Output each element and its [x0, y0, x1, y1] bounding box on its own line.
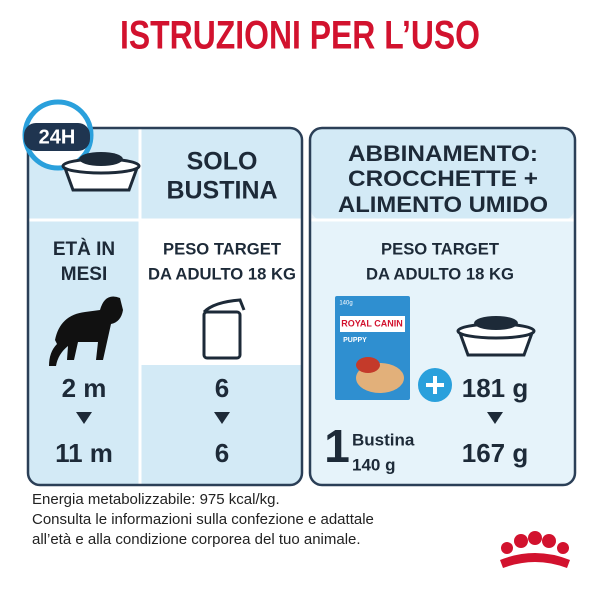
dry-amount: 167 g [462, 438, 529, 468]
right-header: CROCCHETTE + [348, 166, 538, 191]
weight-header: DA ADULTO 18 KG [148, 264, 296, 283]
bowl-icon [61, 152, 141, 192]
title: ISTRUZIONI PER L’USO [120, 14, 480, 58]
arrow [487, 412, 503, 424]
pouch-icon [202, 298, 246, 360]
footer-line: all’età e alla condizione corporea del t… [32, 531, 361, 548]
crown-logo [500, 531, 570, 568]
pouch-brand: ROYAL CANIN [341, 318, 403, 328]
weight-header: PESO TARGET [163, 239, 282, 258]
age-value: 2 m [62, 373, 107, 403]
right-header: ALIMENTO UMIDO [338, 192, 548, 217]
weight-header: DA ADULTO 18 KG [366, 264, 514, 283]
pouch-product: PUPPY [343, 337, 367, 344]
wet-amount: 140 g [352, 455, 395, 474]
right-header-cell [311, 129, 574, 220]
left-header: BUSTINA [166, 177, 277, 205]
weight-header: PESO TARGET [381, 239, 500, 258]
right-panel-border [308, 126, 577, 487]
age-value: 11 m [55, 438, 113, 468]
footer-line: Energia metabolizzabile: 975 kcal/kg. [32, 491, 280, 508]
badge-text: 24H [39, 126, 76, 148]
badge [24, 123, 90, 151]
bowl-icon [456, 316, 536, 357]
left-header: SOLO [187, 148, 258, 176]
left-panel-border [26, 126, 304, 487]
plus-sign [426, 376, 444, 394]
wet-unit: Bustina [352, 430, 415, 449]
weight-value: 6 [215, 373, 229, 403]
age-header: ETÀ IN [53, 238, 115, 260]
wet-count: 1 [324, 420, 350, 472]
weight-value: 6 [215, 438, 229, 468]
product-pouch [335, 296, 410, 400]
right-header: ABBINAMENTO: [348, 141, 538, 166]
puppy-icon [49, 296, 123, 366]
footer-line: Consulta le informazioni sulla confezion… [32, 511, 374, 528]
pouch-size: 140g [339, 301, 352, 307]
age-header: MESI [61, 264, 107, 285]
left-white-cell [140, 220, 302, 365]
dry-amount: 181 g [462, 373, 529, 403]
